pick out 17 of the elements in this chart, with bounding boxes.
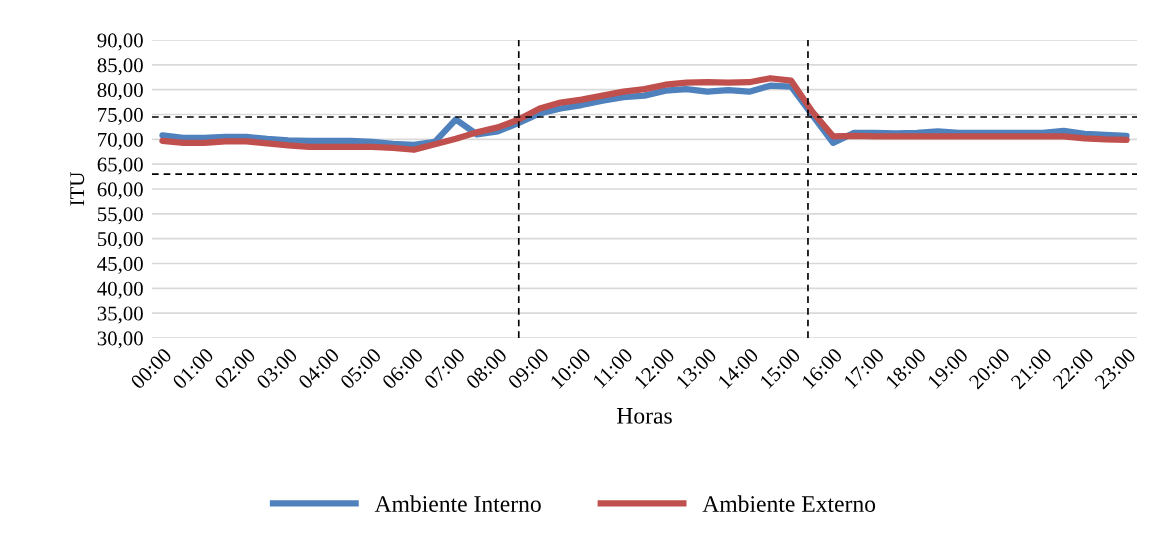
y-tick-label: 55,00 (98, 207, 143, 225)
y-tick-label: 40,00 (97, 281, 143, 299)
y-tick-label: 35,00 (97, 306, 143, 324)
y-tick-label: 60,00 (97, 182, 143, 200)
y-tick-label: 85,00 (97, 58, 143, 76)
y-tick-label: 70,00 (98, 132, 143, 150)
legend-label: Ambiente Interno (374, 495, 541, 512)
y-tick-label: 30,00 (97, 331, 143, 349)
y-tick-label: 90,00 (97, 33, 143, 51)
y-tick-label: 45,00 (97, 256, 143, 274)
y-tick-label: 75,00 (98, 107, 143, 125)
x-axis-title: Horas (616, 408, 672, 424)
legend-label: Ambiente Externo (702, 495, 876, 512)
y-tick-label: 65,00 (97, 157, 143, 175)
y-tick-label: 50,00 (98, 232, 143, 250)
y-tick-label: 80,00 (97, 83, 143, 101)
y-axis-title: ITU (70, 172, 85, 206)
